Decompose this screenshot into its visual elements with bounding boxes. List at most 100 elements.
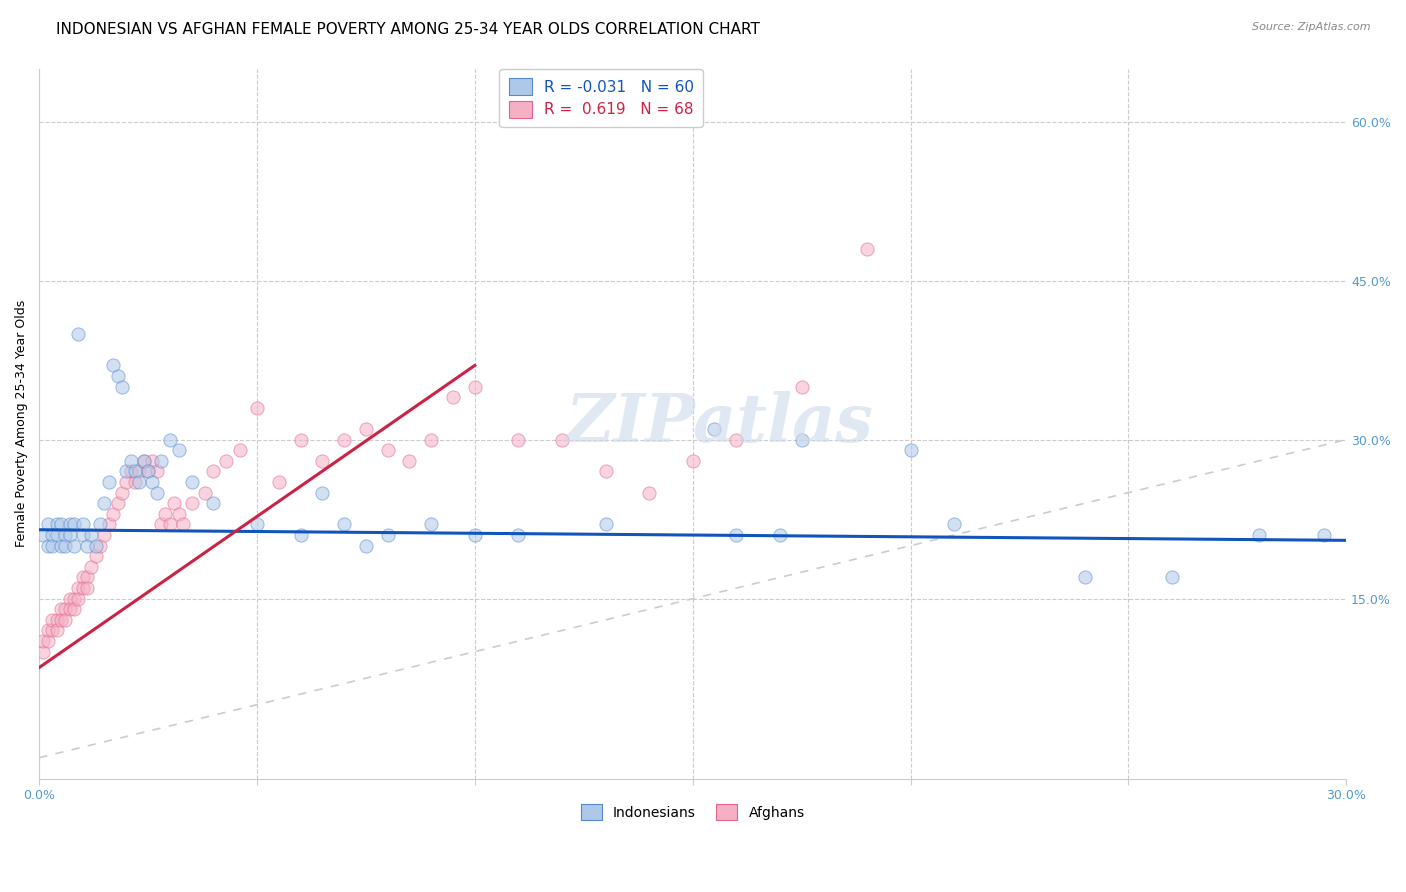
Point <box>59 528 82 542</box>
Point <box>333 517 356 532</box>
Point <box>1161 570 1184 584</box>
Point <box>107 369 129 384</box>
Point <box>228 443 250 458</box>
Point <box>1249 528 1271 542</box>
Point <box>128 465 150 479</box>
Point <box>80 528 103 542</box>
Point <box>377 528 399 542</box>
Point <box>464 379 486 393</box>
Point <box>180 496 202 510</box>
Point <box>41 528 63 542</box>
Point <box>159 517 181 532</box>
Point <box>215 454 238 468</box>
Point <box>311 485 333 500</box>
Point <box>72 581 94 595</box>
Point <box>769 528 792 542</box>
Point <box>333 433 356 447</box>
Point <box>354 422 377 436</box>
Point <box>84 539 107 553</box>
Point <box>76 539 98 553</box>
Point <box>790 379 813 393</box>
Point <box>1074 570 1097 584</box>
Point <box>155 507 177 521</box>
Point <box>103 507 125 521</box>
Point <box>45 528 67 542</box>
Point <box>420 517 443 532</box>
Point <box>63 591 86 606</box>
Point <box>290 528 312 542</box>
Y-axis label: Female Poverty Among 25-34 Year Olds: Female Poverty Among 25-34 Year Olds <box>15 300 28 548</box>
Point <box>45 624 67 638</box>
Point <box>141 475 163 489</box>
Point <box>72 570 94 584</box>
Point <box>120 465 142 479</box>
Point <box>136 465 159 479</box>
Point <box>37 517 59 532</box>
Point <box>194 485 217 500</box>
Point <box>111 485 134 500</box>
Point <box>551 433 574 447</box>
Point <box>97 517 120 532</box>
Point <box>398 454 420 468</box>
Point <box>49 613 72 627</box>
Point <box>120 454 142 468</box>
Point <box>124 465 146 479</box>
Point <box>59 517 82 532</box>
Point <box>900 443 922 458</box>
Point <box>49 539 72 553</box>
Point <box>37 634 59 648</box>
Point <box>508 528 530 542</box>
Point <box>97 475 120 489</box>
Point <box>508 433 530 447</box>
Point <box>246 401 269 415</box>
Point <box>311 454 333 468</box>
Point <box>725 433 748 447</box>
Point <box>150 517 173 532</box>
Point <box>67 581 90 595</box>
Point <box>41 539 63 553</box>
Point <box>180 475 202 489</box>
Point <box>145 465 167 479</box>
Point <box>93 528 115 542</box>
Point <box>89 517 111 532</box>
Point <box>67 591 90 606</box>
Point <box>72 528 94 542</box>
Point <box>595 465 617 479</box>
Point <box>59 602 82 616</box>
Point <box>103 359 125 373</box>
Point <box>290 433 312 447</box>
Point <box>682 454 704 468</box>
Legend: Indonesians, Afghans: Indonesians, Afghans <box>575 799 810 825</box>
Point <box>172 517 194 532</box>
Text: ZIPatlas: ZIPatlas <box>565 392 873 456</box>
Point <box>136 465 159 479</box>
Point <box>37 539 59 553</box>
Point <box>202 496 225 510</box>
Point <box>159 433 181 447</box>
Point <box>246 517 269 532</box>
Point <box>638 485 661 500</box>
Point <box>111 379 134 393</box>
Point <box>93 496 115 510</box>
Point <box>464 528 486 542</box>
Point <box>67 326 90 341</box>
Point <box>63 517 86 532</box>
Point <box>167 443 190 458</box>
Point <box>703 422 725 436</box>
Text: Source: ZipAtlas.com: Source: ZipAtlas.com <box>1253 22 1371 32</box>
Point <box>124 475 146 489</box>
Point <box>163 496 186 510</box>
Text: INDONESIAN VS AFGHAN FEMALE POVERTY AMONG 25-34 YEAR OLDS CORRELATION CHART: INDONESIAN VS AFGHAN FEMALE POVERTY AMON… <box>56 22 761 37</box>
Point <box>53 539 76 553</box>
Point <box>41 624 63 638</box>
Point <box>32 528 55 542</box>
Point <box>1313 528 1336 542</box>
Point <box>41 613 63 627</box>
Point <box>59 591 82 606</box>
Point <box>145 485 167 500</box>
Point <box>72 517 94 532</box>
Point <box>45 613 67 627</box>
Point <box>377 443 399 458</box>
Point <box>202 465 225 479</box>
Point <box>150 454 173 468</box>
